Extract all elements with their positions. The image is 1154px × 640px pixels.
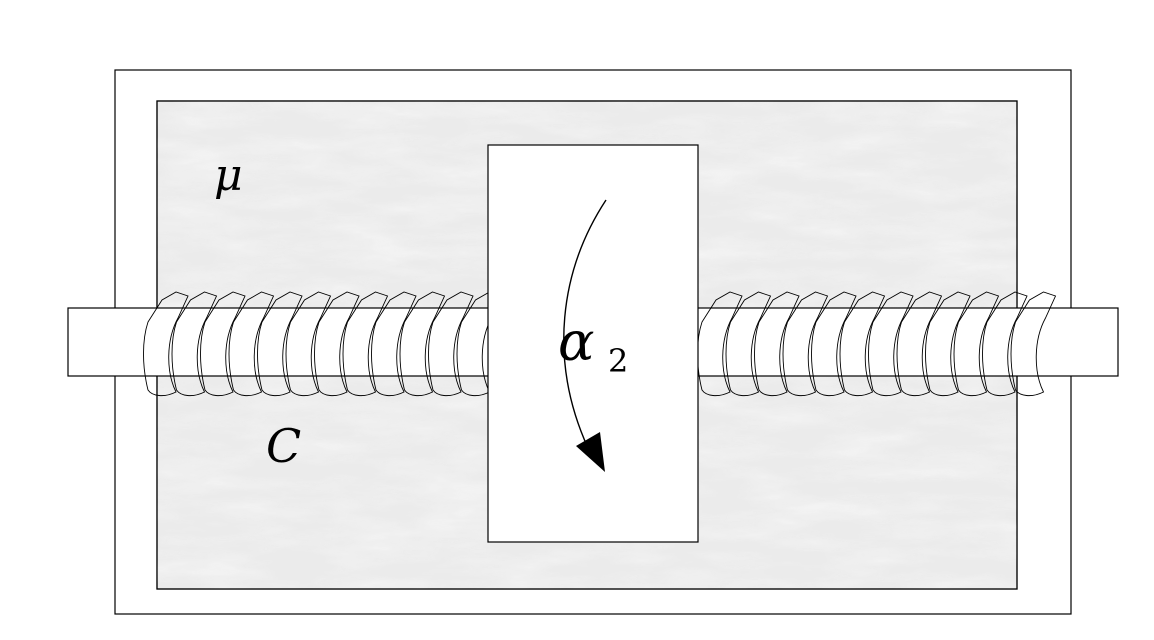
mu-label: μ <box>214 150 243 201</box>
coil-turn <box>868 291 914 397</box>
alpha-label: α <box>558 310 594 373</box>
coil-turn <box>371 291 417 397</box>
alpha-subscript: 2 <box>608 342 628 380</box>
coil-turn <box>342 291 389 397</box>
coil-turn <box>839 291 886 397</box>
coil-turn <box>1010 291 1057 397</box>
coil-turn <box>725 291 772 397</box>
c-label: C <box>266 419 301 473</box>
coil-turn <box>982 291 1028 397</box>
rotation-arrow <box>563 199 607 472</box>
right-coil <box>697 291 1057 397</box>
coil-turn <box>953 291 1000 397</box>
coil-turn <box>811 291 857 397</box>
coil-turn <box>200 291 246 397</box>
coil-turn <box>782 291 829 397</box>
coil-turn <box>143 291 189 397</box>
coil-turn <box>285 291 332 397</box>
left-coil <box>143 291 503 397</box>
coil-turn <box>314 291 360 397</box>
coil-turn <box>171 291 218 397</box>
coil-turn <box>257 291 303 397</box>
rotor-block <box>487 144 699 543</box>
coil-turn <box>399 291 446 397</box>
coil-turn <box>754 291 800 397</box>
coil-turn <box>896 291 943 397</box>
coil-turn <box>428 291 474 397</box>
coil-turn <box>228 291 275 397</box>
coil-turn <box>925 291 971 397</box>
